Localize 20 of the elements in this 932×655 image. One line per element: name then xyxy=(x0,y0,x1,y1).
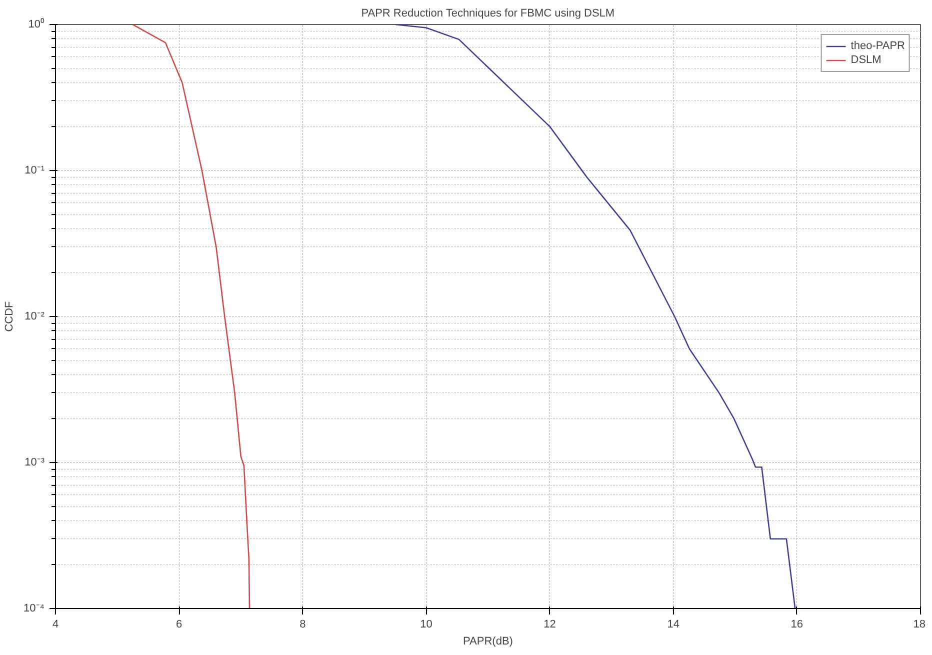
chart-title: PAPR Reduction Techniques for FBMC using DSLM xyxy=(361,8,615,20)
y-axis-title: CCDF xyxy=(4,300,16,332)
legend-label: theo-PAPR xyxy=(850,39,905,53)
x-axis-title: PAPR(dB) xyxy=(463,636,513,648)
x-tick-label: 14 xyxy=(667,618,680,630)
x-tick-label: 6 xyxy=(176,618,182,630)
x-tick-label: 8 xyxy=(300,618,306,630)
x-tick-label: 12 xyxy=(544,618,556,630)
y-tick-label: 10⁰ xyxy=(28,18,45,30)
y-tick-label: 10⁻¹ xyxy=(24,164,45,176)
y-tick-label: 10⁻² xyxy=(24,310,45,322)
x-tick-label: 16 xyxy=(790,618,804,630)
line-series xyxy=(394,24,796,608)
y-tick-label: 10⁻³ xyxy=(24,456,45,468)
x-tick-label: 10 xyxy=(420,618,432,630)
legend-label: DSLM xyxy=(850,53,882,67)
x-tick-label: 4 xyxy=(52,618,59,630)
x-tick-label: 18 xyxy=(913,618,926,630)
y-tick-label: 10⁻⁴ xyxy=(24,602,45,614)
line-series xyxy=(132,24,250,608)
